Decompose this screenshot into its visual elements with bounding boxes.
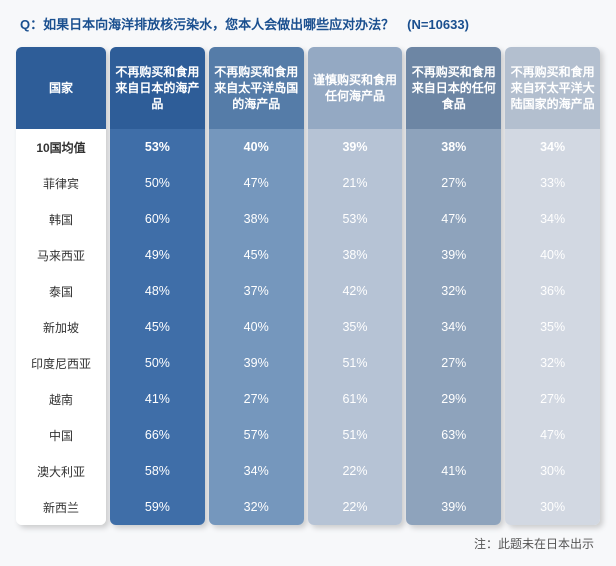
column-header: 不再购买和食用来自日本的任何食品 [406, 47, 501, 129]
value-cell: 22% [308, 453, 403, 489]
value-cell: 47% [406, 201, 501, 237]
value-cell: 36% [505, 273, 600, 309]
country-label: 泰国 [16, 273, 106, 309]
value-cell: 40% [209, 129, 304, 165]
value-cell: 34% [505, 201, 600, 237]
value-cell: 58% [110, 453, 205, 489]
value-cell: 38% [308, 237, 403, 273]
value-cell: 49% [110, 237, 205, 273]
value-cell: 32% [406, 273, 501, 309]
country-label: 新加坡 [16, 309, 106, 345]
country-label: 10国均值 [16, 129, 106, 165]
value-cell: 34% [209, 453, 304, 489]
value-cell: 33% [505, 165, 600, 201]
response-column: 不再购买和食用来自日本的任何食品38%27%47%39%32%34%27%29%… [406, 47, 501, 525]
value-cell: 51% [308, 417, 403, 453]
value-cell: 30% [505, 489, 600, 525]
country-label: 菲律宾 [16, 165, 106, 201]
value-cell: 53% [308, 201, 403, 237]
value-cell: 35% [308, 309, 403, 345]
country-label: 新西兰 [16, 489, 106, 525]
value-cell: 40% [209, 309, 304, 345]
response-column: 不再购买和食用来自日本的海产品53%50%60%49%48%45%50%41%6… [110, 47, 205, 525]
value-cell: 34% [505, 129, 600, 165]
value-cell: 30% [505, 453, 600, 489]
country-label: 澳大利亚 [16, 453, 106, 489]
country-label: 印度尼西亚 [16, 345, 106, 381]
value-cell: 37% [209, 273, 304, 309]
value-cell: 39% [406, 237, 501, 273]
value-cell: 61% [308, 381, 403, 417]
column-header: 不再购买和食用来自太平洋岛国的海产品 [209, 47, 304, 129]
value-cell: 41% [110, 381, 205, 417]
column-header: 不再购买和食用来自环太平洋大陆国家的海产品 [505, 47, 600, 129]
country-label: 韩国 [16, 201, 106, 237]
value-cell: 60% [110, 201, 205, 237]
value-cell: 50% [110, 345, 205, 381]
value-cell: 53% [110, 129, 205, 165]
value-cell: 39% [209, 345, 304, 381]
value-cell: 22% [308, 489, 403, 525]
response-column: 不再购买和食用来自环太平洋大陆国家的海产品34%33%34%40%36%35%3… [505, 47, 600, 525]
response-table: 国家10国均值菲律宾韩国马来西亚泰国新加坡印度尼西亚越南中国澳大利亚新西兰不再购… [16, 47, 600, 525]
value-cell: 41% [406, 453, 501, 489]
column-header: 谨慎购买和食用任何海产品 [308, 47, 403, 129]
value-cell: 34% [406, 309, 501, 345]
value-cell: 48% [110, 273, 205, 309]
column-header: 不再购买和食用来自日本的海产品 [110, 47, 205, 129]
value-cell: 50% [110, 165, 205, 201]
value-cell: 42% [308, 273, 403, 309]
value-cell: 45% [209, 237, 304, 273]
country-label: 越南 [16, 381, 106, 417]
value-cell: 45% [110, 309, 205, 345]
value-cell: 21% [308, 165, 403, 201]
country-label: 马来西亚 [16, 237, 106, 273]
value-cell: 27% [406, 345, 501, 381]
value-cell: 59% [110, 489, 205, 525]
response-column: 不再购买和食用来自太平洋岛国的海产品40%47%38%45%37%40%39%2… [209, 47, 304, 525]
value-cell: 29% [406, 381, 501, 417]
value-cell: 51% [308, 345, 403, 381]
country-column: 国家10国均值菲律宾韩国马来西亚泰国新加坡印度尼西亚越南中国澳大利亚新西兰 [16, 47, 106, 525]
value-cell: 47% [209, 165, 304, 201]
value-cell: 32% [505, 345, 600, 381]
value-cell: 32% [209, 489, 304, 525]
value-cell: 66% [110, 417, 205, 453]
value-cell: 27% [505, 381, 600, 417]
value-cell: 38% [406, 129, 501, 165]
column-header: 国家 [16, 47, 106, 129]
value-cell: 39% [308, 129, 403, 165]
footnote: 注：此题未在日本出示 [16, 535, 594, 552]
value-cell: 27% [406, 165, 501, 201]
value-cell: 27% [209, 381, 304, 417]
response-column: 谨慎购买和食用任何海产品39%21%53%38%42%35%51%61%51%2… [308, 47, 403, 525]
country-label: 中国 [16, 417, 106, 453]
value-cell: 35% [505, 309, 600, 345]
value-cell: 39% [406, 489, 501, 525]
value-cell: 63% [406, 417, 501, 453]
value-cell: 47% [505, 417, 600, 453]
survey-question: Q：如果日本向海洋排放核污染水，您本人会做出哪些应对办法？ (N=10633) [20, 14, 600, 33]
value-cell: 40% [505, 237, 600, 273]
value-cell: 38% [209, 201, 304, 237]
value-cell: 57% [209, 417, 304, 453]
